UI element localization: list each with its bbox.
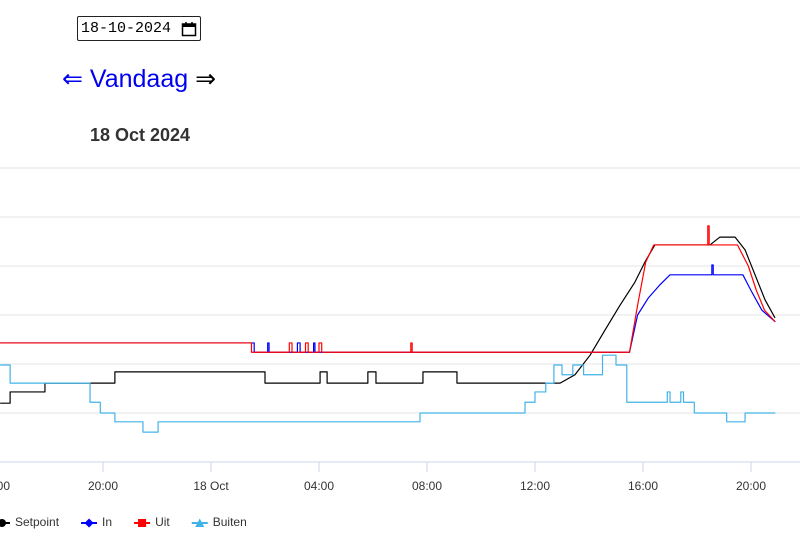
legend-label[interactable]: In xyxy=(102,515,112,529)
x-tick-label: 16:00 xyxy=(628,479,658,493)
legend-marker xyxy=(84,518,94,528)
x-tick-label: 20:00 xyxy=(736,479,766,493)
legend-label[interactable]: Buiten xyxy=(213,515,247,529)
series-line xyxy=(0,225,776,353)
x-tick-label: 18 Oct xyxy=(193,479,229,493)
date-input[interactable]: 18-10-2024 xyxy=(77,16,201,41)
x-tick-label: 12:00 xyxy=(520,479,550,493)
x-tick-label: 04:00 xyxy=(304,479,334,493)
x-tick-label: 08:00 xyxy=(412,479,442,493)
x-tick-label: 20:00 xyxy=(88,479,118,493)
calendar-icon[interactable] xyxy=(181,21,197,37)
prev-day[interactable]: ⇐ xyxy=(62,65,83,93)
x-tick-label: 16:00 xyxy=(0,479,10,493)
next-day[interactable]: ⇒ xyxy=(195,65,217,93)
chart-title: 18 Oct 2024 xyxy=(90,125,190,145)
legend-label[interactable]: Setpoint xyxy=(15,515,60,529)
series-line xyxy=(0,264,776,353)
legend-marker xyxy=(195,518,205,527)
series-line xyxy=(0,354,776,433)
legend-marker xyxy=(0,519,6,527)
series-line xyxy=(0,236,776,404)
today-link[interactable]: Vandaag xyxy=(89,65,189,93)
legend-label[interactable]: Uit xyxy=(155,515,170,529)
date-value: 18-10-2024 xyxy=(81,20,172,37)
legend-marker xyxy=(138,519,147,527)
day-navigation: ⇐ Vandaag ⇒ xyxy=(62,64,216,94)
